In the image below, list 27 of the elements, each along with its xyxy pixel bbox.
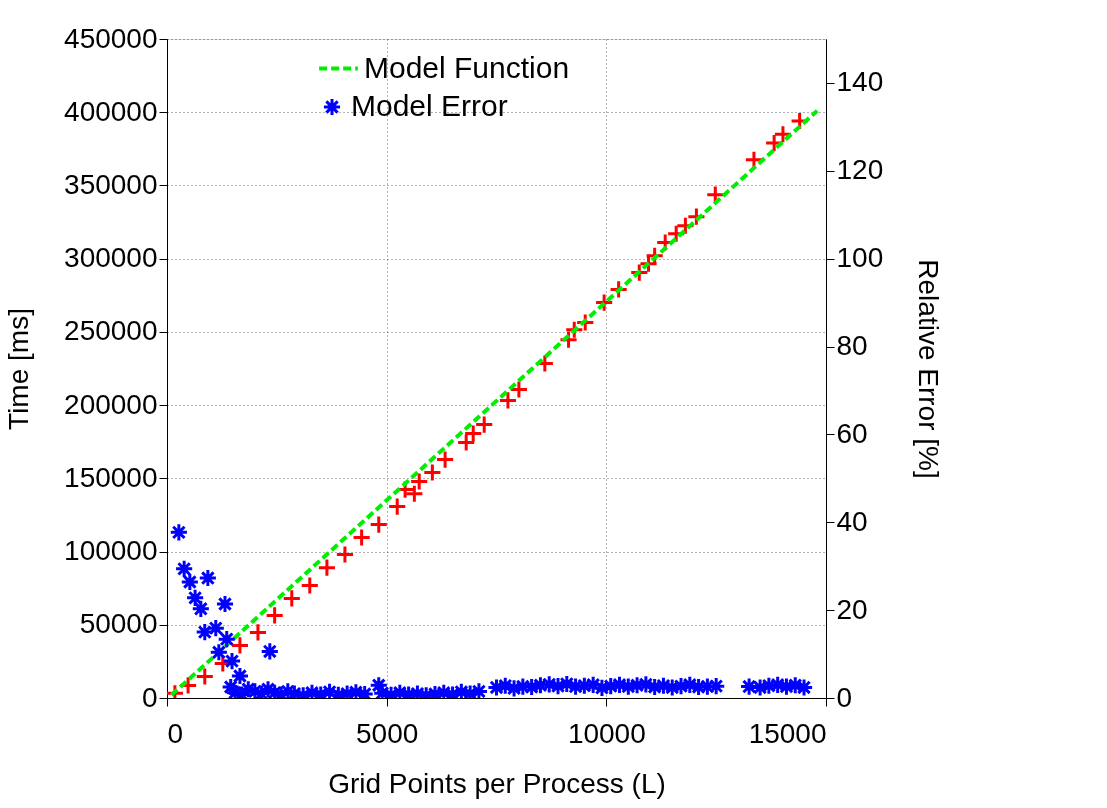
legend-label: Model Error <box>351 89 508 122</box>
y2-tick-label: 40 <box>836 505 868 537</box>
x-axis-title: Grid Points per Process (L) <box>328 767 666 799</box>
y-tick-label: 300000 <box>64 242 158 274</box>
x-tick-label: 5000 <box>356 717 419 749</box>
y-axis-title: Time [ms] <box>3 308 35 430</box>
y2-tick-label: 140 <box>836 66 884 98</box>
y-tick-label: 250000 <box>64 315 158 347</box>
x-tick-label: 10000 <box>567 717 646 749</box>
y2-tick-label: 60 <box>836 417 868 449</box>
y2-axis-title: Relative Error [%] <box>913 259 945 479</box>
y-tick-label: 450000 <box>64 22 158 54</box>
y-tick-label: 350000 <box>64 168 158 200</box>
y2-tick-label: 0 <box>836 681 853 713</box>
y2-tick-label: 80 <box>836 330 868 362</box>
legend-label: Model Function <box>364 50 570 84</box>
y-tick-label: 150000 <box>64 461 158 493</box>
y-tick-label: 50000 <box>79 608 158 640</box>
y2-tick-label: 20 <box>836 593 868 625</box>
x-tick-label: 15000 <box>748 717 827 749</box>
y-tick-label: 100000 <box>64 535 158 567</box>
x-tick-label: 0 <box>167 717 184 749</box>
y-tick-label: 200000 <box>64 388 158 420</box>
y-tick-label: 400000 <box>64 95 158 127</box>
y2-tick-label: 120 <box>836 154 884 186</box>
y-tick-label: 0 <box>141 681 158 713</box>
y2-tick-label: 100 <box>836 242 884 274</box>
